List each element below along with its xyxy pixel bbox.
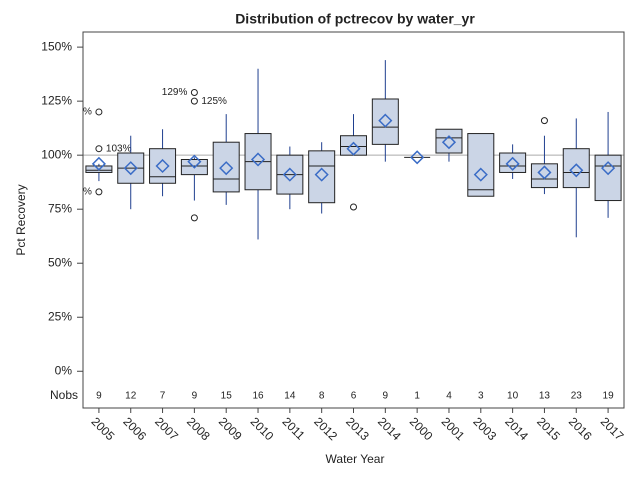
outlier-label: 120%: [66, 107, 92, 118]
mean-marker: [537, 165, 552, 180]
outlier-label: 103%: [106, 143, 132, 154]
mean-marker: [187, 154, 202, 169]
mean-marker: [601, 161, 616, 176]
mean-marker: [123, 161, 138, 176]
y-axis-label: Pct Recovery: [14, 184, 28, 255]
y-tick-label: 150%: [41, 39, 72, 53]
y-tick-label: 50%: [48, 255, 72, 269]
nobs-value: 7: [160, 391, 166, 402]
y-tick-label: 0%: [55, 363, 73, 377]
box: [212, 141, 240, 193]
x-axis-label: Water Year: [326, 452, 385, 466]
box: [530, 163, 558, 189]
box: [499, 152, 527, 173]
nobs-value: 4: [446, 391, 452, 402]
nobs-label: Nobs: [50, 388, 78, 402]
outlier-label: 83%: [72, 187, 92, 198]
mean-marker: [569, 163, 584, 178]
outlier: [95, 145, 103, 153]
nobs-value: 14: [284, 391, 296, 402]
outlier-label: 125%: [201, 96, 227, 107]
box: [149, 148, 177, 184]
y-tick-label: 100%: [41, 147, 72, 161]
nobs-value: 1: [414, 391, 420, 402]
nobs-value: 9: [96, 391, 102, 402]
mean-marker: [378, 113, 393, 128]
mean-marker: [250, 152, 266, 167]
nobs-value: 13: [539, 391, 551, 402]
outlier: [540, 117, 548, 125]
plot-area: 120% 103% 83% 129% 125%: [66, 60, 624, 240]
outlier: [350, 203, 357, 211]
nobs-value: 19: [603, 391, 615, 402]
box: [340, 135, 367, 156]
chart-title: Distribution of pctrecov by water_yr: [235, 11, 475, 27]
mean-marker: [155, 158, 170, 174]
outlier: [190, 97, 198, 105]
y-tick-label: 125%: [41, 93, 72, 107]
outlier: [95, 188, 103, 196]
nobs-value: 9: [192, 391, 198, 402]
y-tick-label: 75%: [48, 201, 72, 215]
box: [308, 150, 336, 204]
mean-marker: [441, 135, 457, 150]
mean-marker: [505, 156, 520, 171]
mean-marker: [410, 150, 425, 165]
nobs-value: 6: [351, 391, 357, 402]
nobs-value: 8: [319, 391, 325, 402]
box: [562, 148, 590, 189]
nobs-value: 12: [125, 391, 137, 402]
box: [435, 128, 463, 154]
outlier: [95, 108, 103, 116]
box: [467, 133, 495, 197]
mean-marker: [346, 141, 361, 156]
box: [371, 98, 399, 145]
nobs-value: 16: [252, 391, 264, 402]
nobs-value: 23: [571, 391, 583, 402]
mean-marker: [91, 156, 106, 171]
y-tick-label: 25%: [48, 309, 72, 323]
outlier-label: 129%: [162, 87, 188, 98]
mean-marker: [219, 161, 234, 176]
nobs-value: 9: [383, 391, 389, 402]
nobs-value: 15: [221, 391, 233, 402]
nobs-value: 3: [478, 391, 484, 402]
outlier: [190, 214, 198, 222]
mean-marker: [473, 167, 488, 182]
mean-marker: [282, 167, 297, 182]
mean-marker: [314, 167, 329, 182]
nobs-value: 10: [507, 391, 519, 402]
outlier: [190, 89, 198, 97]
